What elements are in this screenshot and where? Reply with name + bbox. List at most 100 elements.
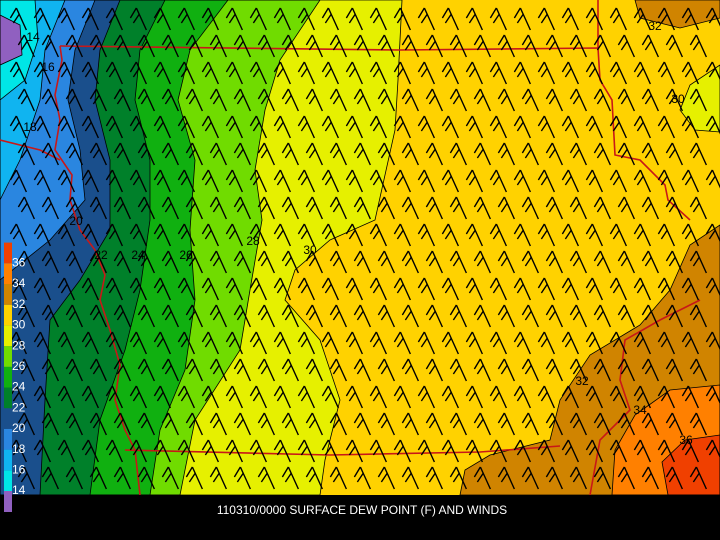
wind-barb — [401, 34, 420, 58]
wind-barb — [641, 304, 660, 328]
wind-barb — [209, 88, 228, 112]
wind-barb — [561, 61, 580, 85]
wind-barb — [153, 223, 172, 247]
wind-barb — [449, 88, 468, 112]
wind-barb — [161, 466, 180, 490]
wind-barb — [137, 142, 156, 166]
wind-barb — [177, 277, 196, 301]
wind-barb — [353, 466, 372, 490]
wind-barb — [257, 466, 276, 490]
wind-barb — [537, 385, 556, 409]
wind-barb — [249, 7, 268, 31]
contour-label: 34 — [633, 403, 647, 417]
wind-barb — [537, 7, 556, 31]
wind-barb — [617, 250, 636, 274]
colorbar-label: 34 — [12, 276, 26, 290]
wind-barb — [185, 250, 204, 274]
wind-barb — [249, 439, 268, 463]
wind-barb — [473, 412, 492, 436]
wind-barb — [417, 61, 436, 85]
wind-barb — [465, 439, 484, 463]
wind-barb — [369, 331, 388, 355]
wind-barb — [369, 223, 388, 247]
wind-barb — [449, 250, 468, 274]
wind-barb — [41, 196, 60, 220]
wind-barb — [137, 304, 156, 328]
wind-barb — [249, 169, 268, 193]
wind-barb — [545, 304, 564, 328]
wind-barb — [249, 385, 268, 409]
wind-barb — [377, 466, 396, 490]
wind-barb — [105, 115, 124, 139]
wind-barb — [441, 223, 460, 247]
wind-barb — [417, 439, 436, 463]
wind-barb — [497, 250, 516, 274]
wind-barb — [225, 61, 244, 85]
wind-barb — [201, 7, 220, 31]
wind-barb — [17, 304, 36, 328]
wind-barb — [233, 34, 252, 58]
wind-barb — [225, 385, 244, 409]
wind-barb — [137, 412, 156, 436]
wind-barb — [65, 250, 84, 274]
wind-barb — [681, 331, 700, 355]
wind-barb — [89, 412, 108, 436]
wind-barb — [113, 88, 132, 112]
wind-barb — [585, 223, 604, 247]
wind-barb — [153, 385, 172, 409]
wind-barb — [297, 331, 316, 355]
wind-barb — [569, 358, 588, 382]
wind-barb — [137, 88, 156, 112]
wind-barb — [281, 196, 300, 220]
wind-barb — [537, 61, 556, 85]
wind-barb — [369, 277, 388, 301]
wind-barb — [185, 34, 204, 58]
wind-barb — [33, 385, 52, 409]
wind-barb — [185, 466, 204, 490]
wind-barb — [201, 169, 220, 193]
wind-barb — [473, 196, 492, 220]
wind-barb — [329, 358, 348, 382]
wind-barb — [33, 169, 52, 193]
colorbar-swatch — [4, 449, 12, 471]
wind-barb — [545, 358, 564, 382]
wind-barb — [513, 385, 532, 409]
wind-barb — [273, 61, 292, 85]
wind-barb — [633, 169, 652, 193]
wind-barb — [633, 277, 652, 301]
wind-barb — [705, 169, 720, 189]
wind-barb — [681, 7, 700, 31]
wind-barb — [297, 223, 316, 247]
wind-barb — [177, 115, 196, 139]
wind-barb — [657, 331, 676, 355]
wind-barb — [273, 7, 292, 31]
wind-barb — [177, 439, 196, 463]
wind-barb — [377, 358, 396, 382]
wind-barb — [705, 115, 720, 135]
wind-barb — [617, 466, 636, 490]
wind-barb — [161, 196, 180, 220]
border — [0, 139, 61, 161]
wind-barb — [209, 196, 228, 220]
wind-barb — [665, 34, 684, 58]
wind-barb — [705, 7, 720, 27]
wind-barb — [225, 169, 244, 193]
wind-barb — [473, 304, 492, 328]
wind-barb — [249, 331, 268, 355]
wind-barb — [473, 466, 492, 490]
wind-barb — [441, 439, 460, 463]
wind-barb — [609, 385, 628, 409]
wind-barb — [329, 142, 348, 166]
wind-barb — [33, 223, 52, 247]
contour-label: 24 — [131, 248, 145, 262]
band — [662, 435, 720, 495]
wind-barb — [689, 142, 708, 166]
wind-barb — [513, 223, 532, 247]
wind-barb — [305, 358, 324, 382]
contour-line — [0, 0, 96, 281]
wind-barb — [393, 385, 412, 409]
wind-barb — [705, 61, 720, 81]
wind-barb — [545, 196, 564, 220]
wind-barb — [33, 277, 52, 301]
wind-barb — [33, 7, 52, 31]
